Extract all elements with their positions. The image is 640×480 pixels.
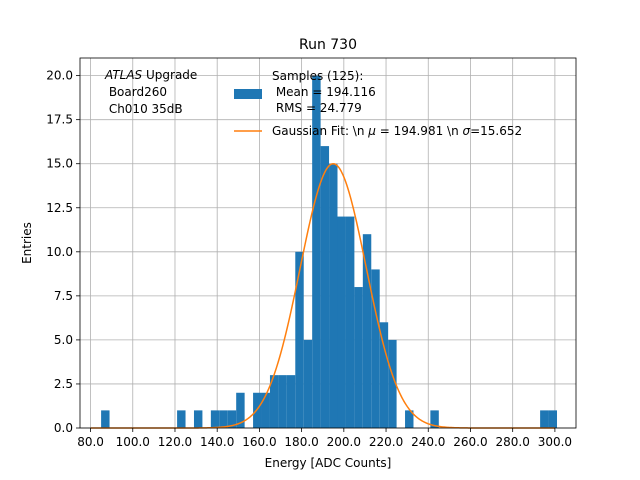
legend-fit-prefix: Gaussian Fit: \n — [272, 124, 368, 138]
legend-fit-mu-value: = 194.981 \n — [376, 124, 463, 138]
histogram-bar-17 — [337, 216, 346, 428]
histogram-bar-2 — [193, 410, 203, 428]
histogram-bar-16 — [329, 163, 338, 428]
legend-fit-mu: μ — [367, 124, 376, 138]
legend: Samples (125): Mean = 194.116 RMS = 24.7… — [234, 69, 522, 138]
annotation-line-2: Board260 — [105, 85, 167, 99]
chart-title: Run 730 — [299, 37, 357, 53]
histogram-bar-1 — [177, 410, 186, 428]
legend-samples-line-2: Mean = 194.116 — [272, 85, 376, 99]
x-axis-label: Energy [ADC Counts] — [265, 456, 392, 470]
histogram-bar-0 — [101, 410, 110, 428]
histogram-bar-27 — [548, 410, 558, 428]
x-tick-label-11: 300.0 — [538, 435, 572, 449]
histogram-bar-19 — [354, 287, 363, 428]
histogram-bar-5 — [227, 410, 237, 428]
legend-fit-sigma-value: =15.652 — [470, 124, 522, 138]
legend-samples-line-1: Samples (125): — [272, 69, 363, 83]
y-tick-label-2: 5.0 — [54, 333, 73, 347]
histogram-bar-6 — [236, 392, 245, 428]
y-tick-label-7: 17.5 — [46, 113, 73, 127]
annotation-upgrade: Upgrade — [142, 68, 197, 82]
y-tick-label-3: 7.5 — [54, 289, 73, 303]
y-tick-label-8: 20.0 — [46, 69, 73, 83]
axes-frame — [79, 57, 577, 429]
legend-samples-line-3: RMS = 24.779 — [272, 101, 362, 115]
histogram-bar-18 — [345, 216, 355, 428]
x-tick-label-1: 100.0 — [116, 435, 150, 449]
histogram-bar-4 — [219, 410, 228, 428]
histogram-bar-13 — [303, 339, 313, 428]
annotation-atlas: ATLAS — [104, 68, 143, 82]
y-ticks: 0.0 2.5 5.0 7.5 10.0 12.5 15.0 17.5 20.0 — [46, 69, 80, 435]
histogram-bar-3 — [210, 410, 220, 428]
histogram-bar-23 — [388, 339, 397, 428]
legend-fit-label: Gaussian Fit: \n μ = 194.981 \n σ=15.652 — [272, 124, 522, 138]
annotation-line-1: ATLAS Upgrade — [104, 68, 197, 82]
histogram-bar-22 — [379, 322, 389, 428]
y-tick-label-4: 10.0 — [46, 245, 73, 259]
histogram-bar-9 — [269, 375, 279, 428]
x-tick-label-0: 80.0 — [77, 435, 104, 449]
y-tick-label-0: 0.0 — [54, 421, 73, 435]
histogram-bar-20 — [362, 234, 372, 428]
x-ticks: 80.0 100.0 120.0 140.0 160.0 180.0 200.0 220.0 2… — [77, 428, 572, 449]
x-tick-label-6: 200.0 — [327, 435, 361, 449]
x-tick-label-3: 140.0 — [200, 435, 234, 449]
x-tick-label-8: 240.0 — [411, 435, 445, 449]
x-tick-label-10: 280.0 — [496, 435, 530, 449]
x-tick-label-7: 220.0 — [369, 435, 403, 449]
y-axis-label: Entries — [20, 222, 34, 264]
histogram-bar-10 — [278, 375, 287, 428]
annotation-line-3: Ch010 35dB — [105, 102, 183, 116]
histogram-bar-26 — [540, 410, 549, 428]
histogram-bar-11 — [286, 375, 296, 428]
histogram-bar-8 — [261, 392, 270, 428]
histogram-bar-15 — [320, 146, 330, 428]
histogram-bars — [101, 75, 558, 428]
histogram-bar-25 — [430, 410, 439, 428]
x-tick-label-2: 120.0 — [158, 435, 192, 449]
histogram-bar-21 — [371, 269, 380, 428]
legend-fit-sigma: σ — [463, 124, 471, 138]
x-tick-label-9: 260.0 — [453, 435, 487, 449]
y-tick-label-6: 15.0 — [46, 157, 73, 171]
histogram-bar-24 — [405, 410, 414, 428]
y-tick-label-5: 12.5 — [46, 201, 73, 215]
x-tick-label-4: 160.0 — [242, 435, 276, 449]
histogram-bar-14 — [312, 75, 321, 428]
histogram-bar-12 — [295, 251, 304, 428]
x-tick-label-5: 180.0 — [284, 435, 318, 449]
y-tick-label-1: 2.5 — [54, 377, 73, 391]
atlas-annotation: ATLAS Upgrade Board260 Ch010 35dB — [104, 68, 197, 116]
legend-histogram-swatch — [234, 89, 262, 99]
